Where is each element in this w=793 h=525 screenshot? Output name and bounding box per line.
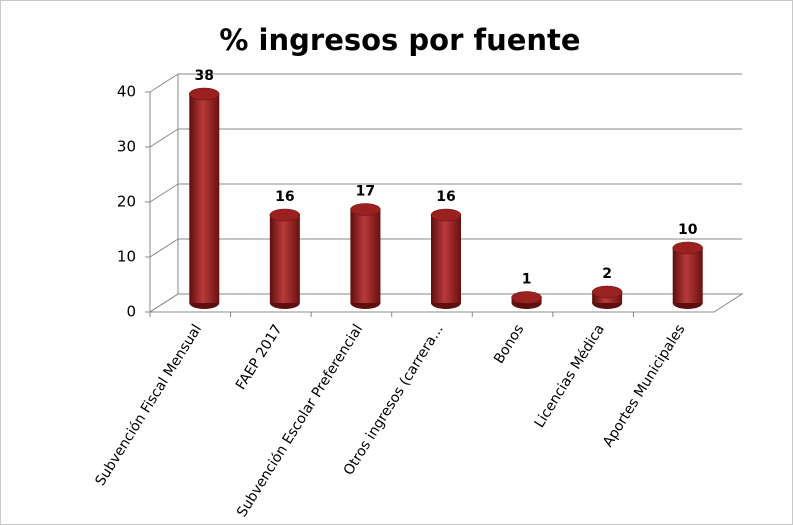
data-label: 2 <box>602 266 612 282</box>
grid-line <box>149 128 179 148</box>
y-tick-label: 0 <box>126 303 136 321</box>
y-tick-label: 20 <box>117 193 136 211</box>
y-tick-label: 10 <box>117 248 136 266</box>
bar <box>350 209 381 303</box>
bar <box>431 215 461 303</box>
grid-line <box>149 73 179 93</box>
bar <box>269 215 300 303</box>
bar <box>189 94 220 303</box>
data-label: 16 <box>436 189 455 205</box>
bar-top <box>511 291 542 304</box>
data-label: 16 <box>275 189 294 205</box>
chart-title: % ingresos por fuente <box>219 23 580 57</box>
bar-top <box>672 241 703 255</box>
bar-top <box>350 203 381 216</box>
y-tick-label: 30 <box>117 138 136 156</box>
grid-line <box>149 238 179 258</box>
bar-top <box>189 87 220 101</box>
data-label: 10 <box>678 222 698 238</box>
data-label: 1 <box>522 272 532 288</box>
grid-line <box>149 293 179 313</box>
bar-top <box>591 285 623 299</box>
bar-top <box>269 208 301 222</box>
bar-top <box>430 208 462 222</box>
data-label: 38 <box>195 68 214 84</box>
data-label: 17 <box>356 184 375 200</box>
grid-line <box>149 183 179 203</box>
y-tick-label: 40 <box>117 83 136 101</box>
bar <box>672 248 703 303</box>
